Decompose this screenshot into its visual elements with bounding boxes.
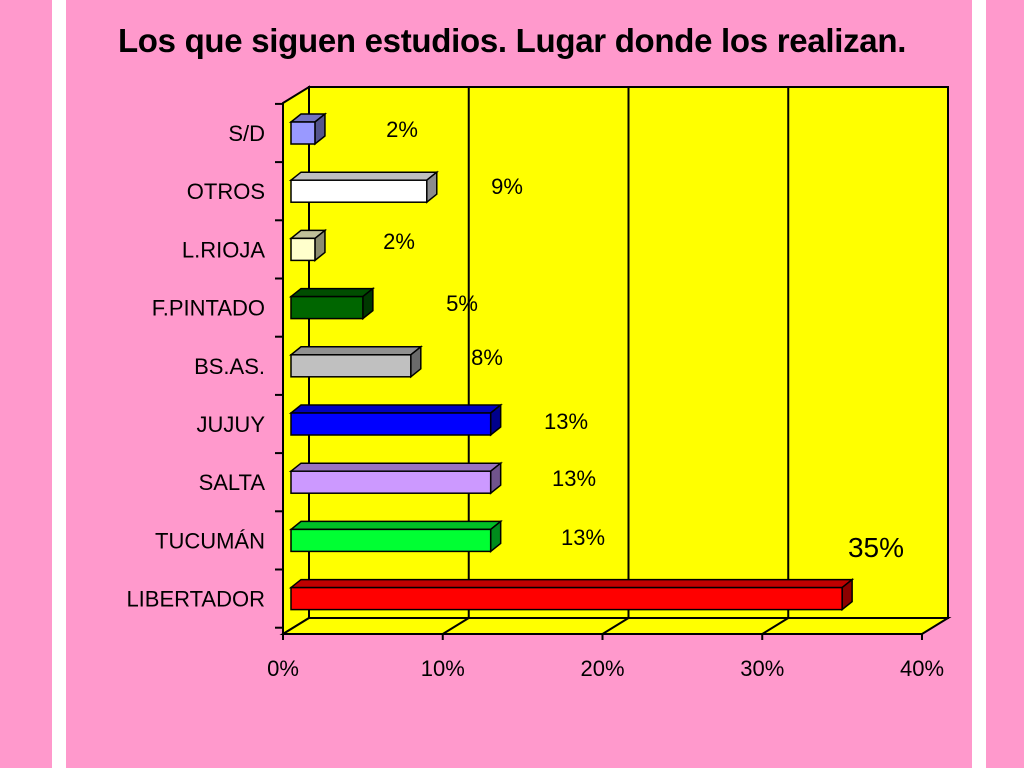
bar-6 [288,403,503,437]
data-label: 9% [491,174,523,199]
bar-top [288,520,503,531]
category-label: BS.AS. [194,354,265,379]
bar-face [290,528,492,553]
data-label: 8% [471,345,503,370]
bar-2 [288,170,439,204]
bar-face [290,354,412,378]
bar-face [290,586,843,611]
data-label: 13% [561,525,605,550]
bar-1 [288,112,328,146]
data-label: 5% [446,291,478,316]
bar-top [288,287,376,298]
axes [275,102,923,640]
gridline-floor [601,617,630,635]
category-label: OTROS [187,179,265,204]
bar-top [288,346,423,356]
bar-face [290,470,492,494]
right-side-band [972,0,986,768]
chart-title: Los que siguen estudios. Lugar donde los… [117,22,907,59]
category-label: L.RIOJA [182,237,265,262]
bar-7 [288,461,503,495]
labels: 0% 10% 20% 30% 40% S/D OTROS L.RIOJA F.PINTADO BS… [126,117,944,681]
bar-5 [288,345,423,379]
data-label: 2% [383,229,415,254]
bar-face [290,412,492,436]
bar-9 [288,578,855,612]
bar-top [288,578,855,589]
bar-top [288,171,439,181]
left-side-band [52,0,66,768]
bar-top [288,404,503,414]
gridline-floor [761,617,789,635]
x-tick-label: 30% [740,656,784,681]
category-label: LIBERTADOR [126,587,265,612]
bar-8 [288,519,503,553]
bar-face [290,295,364,320]
bars [288,112,855,612]
gridlines [442,87,790,635]
bar-4 [288,287,376,321]
x-tick-label: 10% [421,656,465,681]
x-tick-label: 40% [900,656,944,681]
category-label: SALTA [199,470,266,495]
category-label: S/D [228,121,265,146]
data-label: 13% [544,409,588,434]
data-label: 2% [386,117,418,142]
category-label: TUCUMÁN [155,528,265,553]
category-label: F.PINTADO [152,296,265,321]
x-tick-label: 0% [267,656,299,681]
bar-face [290,179,428,203]
bar-top [288,462,503,472]
gridline-floor [442,617,470,635]
data-label: 35% [848,532,904,563]
x-tick-label: 20% [580,656,624,681]
data-label: 13% [552,466,596,491]
category-label: JUJUY [197,412,266,437]
bar-3 [288,228,328,262]
bar-face [290,121,316,145]
bar-face [290,237,316,262]
